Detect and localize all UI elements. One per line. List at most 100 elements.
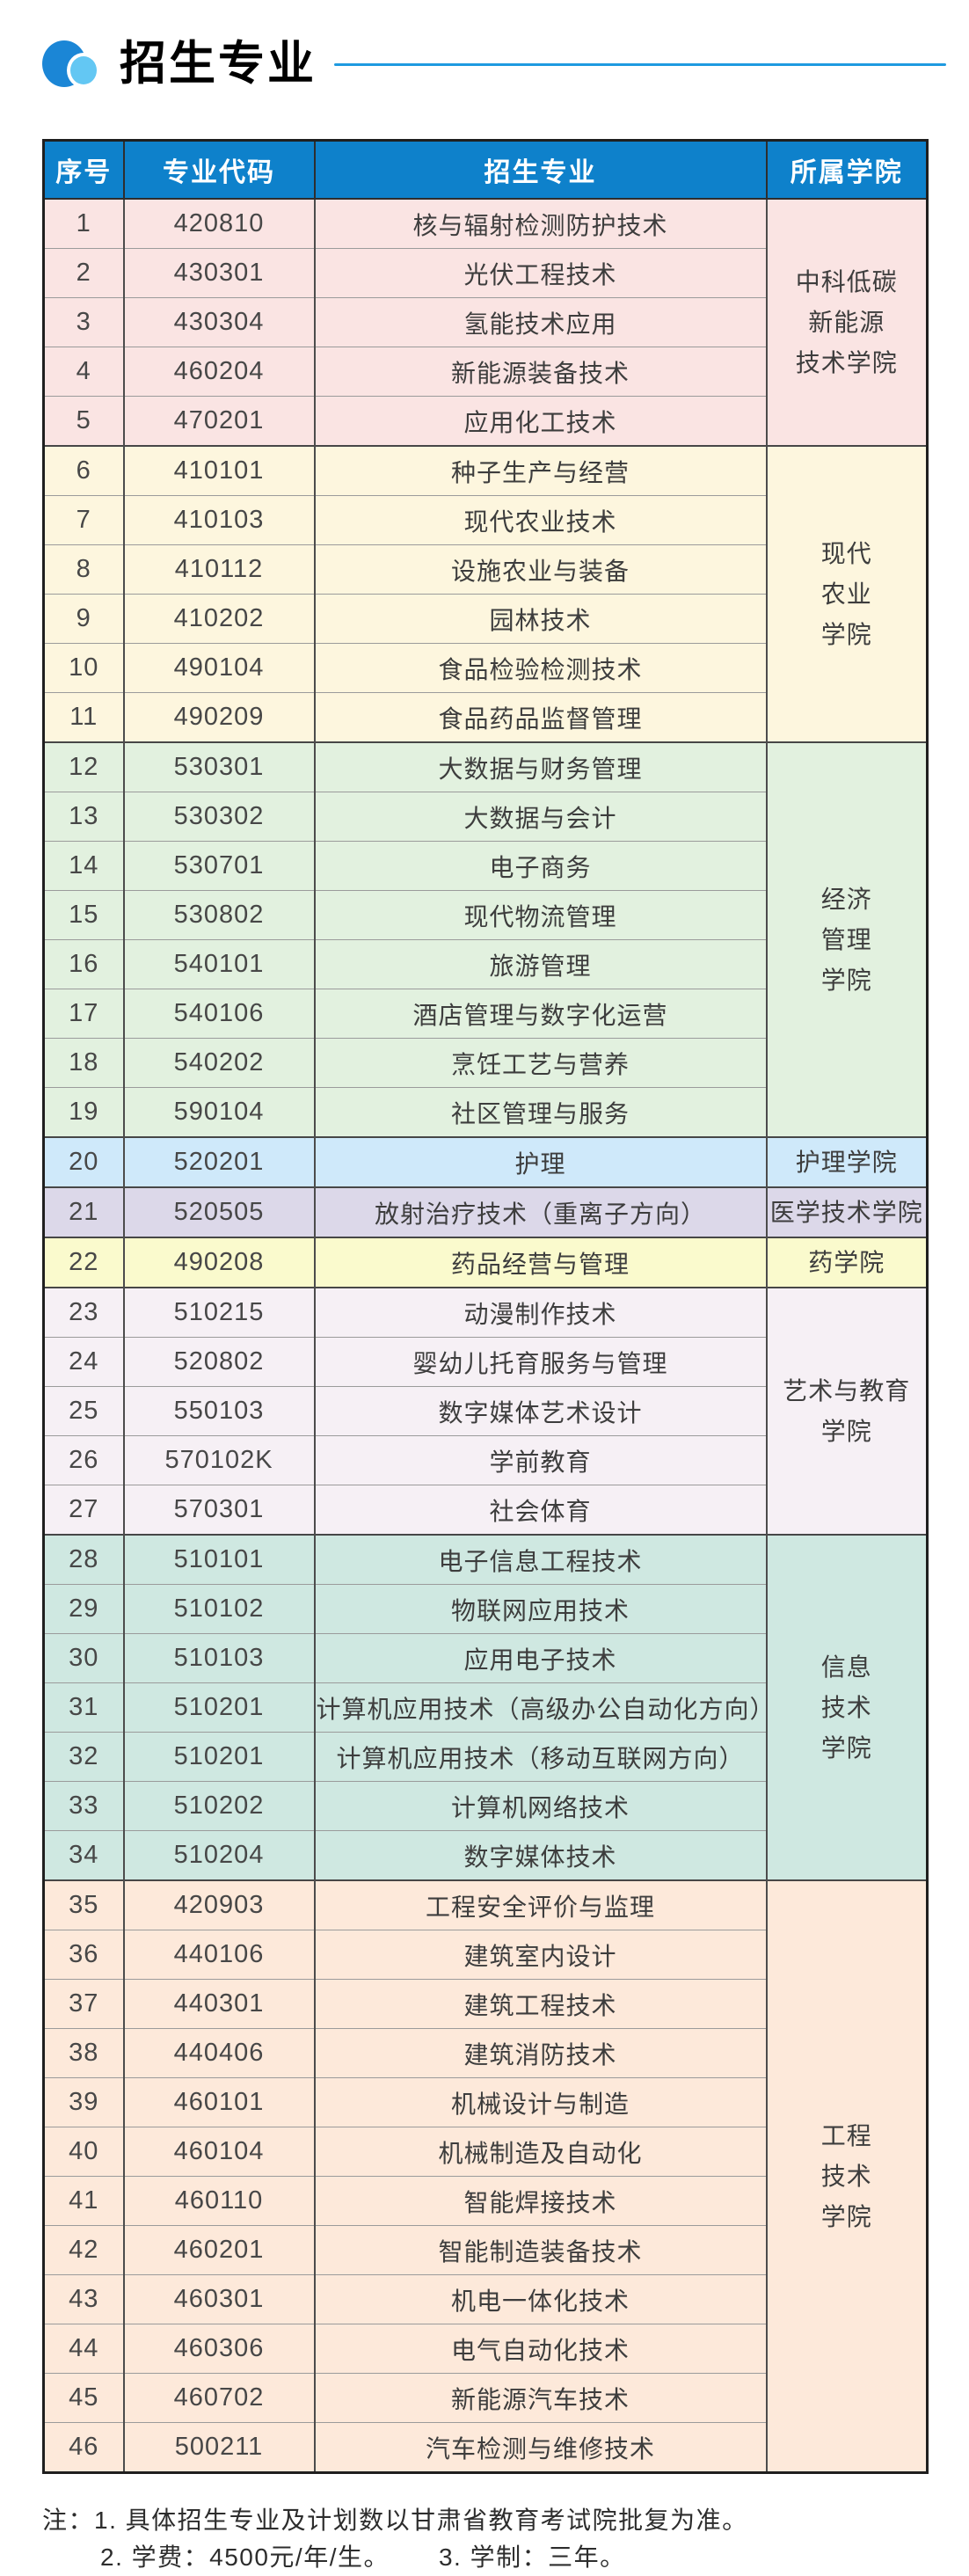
code-cell: 440106 <box>122 1930 316 1980</box>
section-header: 招生专业 <box>0 0 969 90</box>
serial-cell: 12 <box>42 741 125 792</box>
serial-cell: 18 <box>42 1038 125 1088</box>
code-cell: 440406 <box>122 2028 316 2078</box>
code-cell: 460110 <box>122 2176 316 2226</box>
serial-cell: 6 <box>42 445 125 496</box>
serial-cell: 30 <box>42 1633 125 1683</box>
code-cell: 570102K <box>122 1435 316 1485</box>
major-cell: 应用电子技术 <box>313 1633 768 1683</box>
table-row: 21 520505 放射治疗技术（重离子方向） 医学技术学院 <box>42 1186 929 1237</box>
code-cell: 510201 <box>122 1732 316 1782</box>
code-cell: 410202 <box>122 594 316 644</box>
college-cell: 信息 技术 学院 <box>765 1534 929 1880</box>
major-cell: 机械制造及自动化 <box>313 2127 768 2177</box>
code-cell: 510103 <box>122 1633 316 1683</box>
serial-cell: 26 <box>42 1435 125 1485</box>
code-cell: 510215 <box>122 1287 316 1338</box>
code-cell: 530301 <box>122 741 316 792</box>
serial-cell: 23 <box>42 1287 125 1338</box>
serial-cell: 15 <box>42 890 125 940</box>
college-cell: 工程 技术 学院 <box>765 1879 929 2473</box>
table-row: 35 420903 工程安全评价与监理 工程 技术 学院 <box>42 1879 929 2473</box>
serial-cell: 31 <box>42 1682 125 1733</box>
major-cell: 新能源汽车技术 <box>313 2373 768 2423</box>
major-cell: 建筑消防技术 <box>313 2028 768 2078</box>
serial-cell: 33 <box>42 1781 125 1831</box>
serial-cell: 40 <box>42 2127 125 2177</box>
serial-cell: 43 <box>42 2274 125 2324</box>
college-cell: 艺术与教育 学院 <box>765 1287 929 1535</box>
code-cell: 520505 <box>122 1186 316 1237</box>
major-cell: 计算机应用技术（移动互联网方向） <box>313 1732 768 1782</box>
serial-cell: 29 <box>42 1584 125 1634</box>
major-cell: 汽车检测与维修技术 <box>313 2422 768 2473</box>
major-cell: 建筑工程技术 <box>313 1979 768 2029</box>
serial-cell: 25 <box>42 1386 125 1436</box>
major-cell: 现代物流管理 <box>313 890 768 940</box>
college-cell: 医学技术学院 <box>765 1186 929 1237</box>
column-header-code: 专业代码 <box>122 139 316 200</box>
major-cell: 应用化工技术 <box>313 396 768 446</box>
code-cell: 420903 <box>122 1879 316 1930</box>
serial-cell: 20 <box>42 1136 125 1187</box>
major-cell: 数字媒体技术 <box>313 1830 768 1880</box>
table-row: 23 510215 动漫制作技术 艺术与教育 学院 <box>42 1287 929 1535</box>
table-row: 31 510201 计算机应用技术（高级办公自动化方向） <box>42 1682 928 1733</box>
header-row: 序号 专业代码 招生专业 所属学院 <box>42 139 929 200</box>
code-cell: 510201 <box>122 1682 316 1733</box>
major-cell: 药品经营与管理 <box>313 1237 768 1288</box>
code-cell: 520802 <box>122 1337 316 1387</box>
major-cell: 种子生产与经营 <box>313 445 768 496</box>
code-cell: 460306 <box>122 2324 316 2374</box>
serial-cell: 35 <box>42 1879 125 1930</box>
major-cell: 光伏工程技术 <box>313 248 768 298</box>
serial-cell: 28 <box>42 1534 125 1585</box>
major-cell: 智能焊接技术 <box>313 2176 768 2226</box>
notes: 注：1. 具体招生专业及计划数以甘肃省教育考试院批复为准。 2. 学费：4500… <box>42 2502 969 2576</box>
code-cell: 570301 <box>122 1485 316 1535</box>
table-row: 34 510204 数字媒体技术 <box>42 1830 928 1880</box>
code-cell: 470201 <box>122 396 316 446</box>
title-rule <box>334 62 946 66</box>
serial-cell: 17 <box>42 989 125 1039</box>
major-cell: 核与辐射检测防护技术 <box>313 198 768 249</box>
major-cell: 社会体育 <box>313 1485 768 1535</box>
major-cell: 新能源装备技术 <box>313 347 768 397</box>
note-item-1: 1. 具体招生专业及计划数以甘肃省教育考试院批复为准。 <box>94 2507 748 2534</box>
code-cell: 490208 <box>122 1237 316 1288</box>
table-row: 20 520201 护理 护理学院 <box>42 1136 929 1187</box>
major-cell: 氢能技术应用 <box>313 297 768 347</box>
college-cell: 护理学院 <box>765 1136 929 1187</box>
serial-cell: 10 <box>42 643 125 693</box>
column-header-no: 序号 <box>42 139 125 200</box>
major-cell: 大数据与会计 <box>313 792 768 842</box>
major-cell: 烹饪工艺与营养 <box>313 1038 768 1088</box>
code-cell: 530802 <box>122 890 316 940</box>
serial-cell: 39 <box>42 2077 125 2127</box>
serial-cell: 19 <box>42 1087 125 1137</box>
major-cell: 大数据与财务管理 <box>313 741 768 792</box>
major-cell: 物联网应用技术 <box>313 1584 768 1634</box>
serial-cell: 44 <box>42 2324 125 2374</box>
serial-cell: 21 <box>42 1186 125 1237</box>
major-cell: 电子信息工程技术 <box>313 1534 768 1585</box>
major-cell: 园林技术 <box>313 594 768 644</box>
college-cell: 现代 农业 学院 <box>765 445 929 742</box>
code-cell: 430301 <box>122 248 316 298</box>
college-cell: 经济 管理 学院 <box>765 741 929 1137</box>
serial-cell: 9 <box>42 594 125 644</box>
code-cell: 460702 <box>122 2373 316 2423</box>
code-cell: 460204 <box>122 347 316 397</box>
code-cell: 420810 <box>122 198 316 249</box>
serial-cell: 45 <box>42 2373 125 2423</box>
major-cell: 护理 <box>313 1136 768 1187</box>
serial-cell: 2 <box>42 248 125 298</box>
major-cell: 放射治疗技术（重离子方向） <box>313 1186 768 1237</box>
college-cell: 药学院 <box>765 1237 929 1288</box>
major-cell: 计算机应用技术（高级办公自动化方向） <box>313 1682 775 1733</box>
page-title: 招生专业 <box>120 38 317 90</box>
major-cell: 现代农业技术 <box>313 495 768 545</box>
code-cell: 530701 <box>122 841 316 891</box>
column-header-major: 招生专业 <box>313 139 768 200</box>
